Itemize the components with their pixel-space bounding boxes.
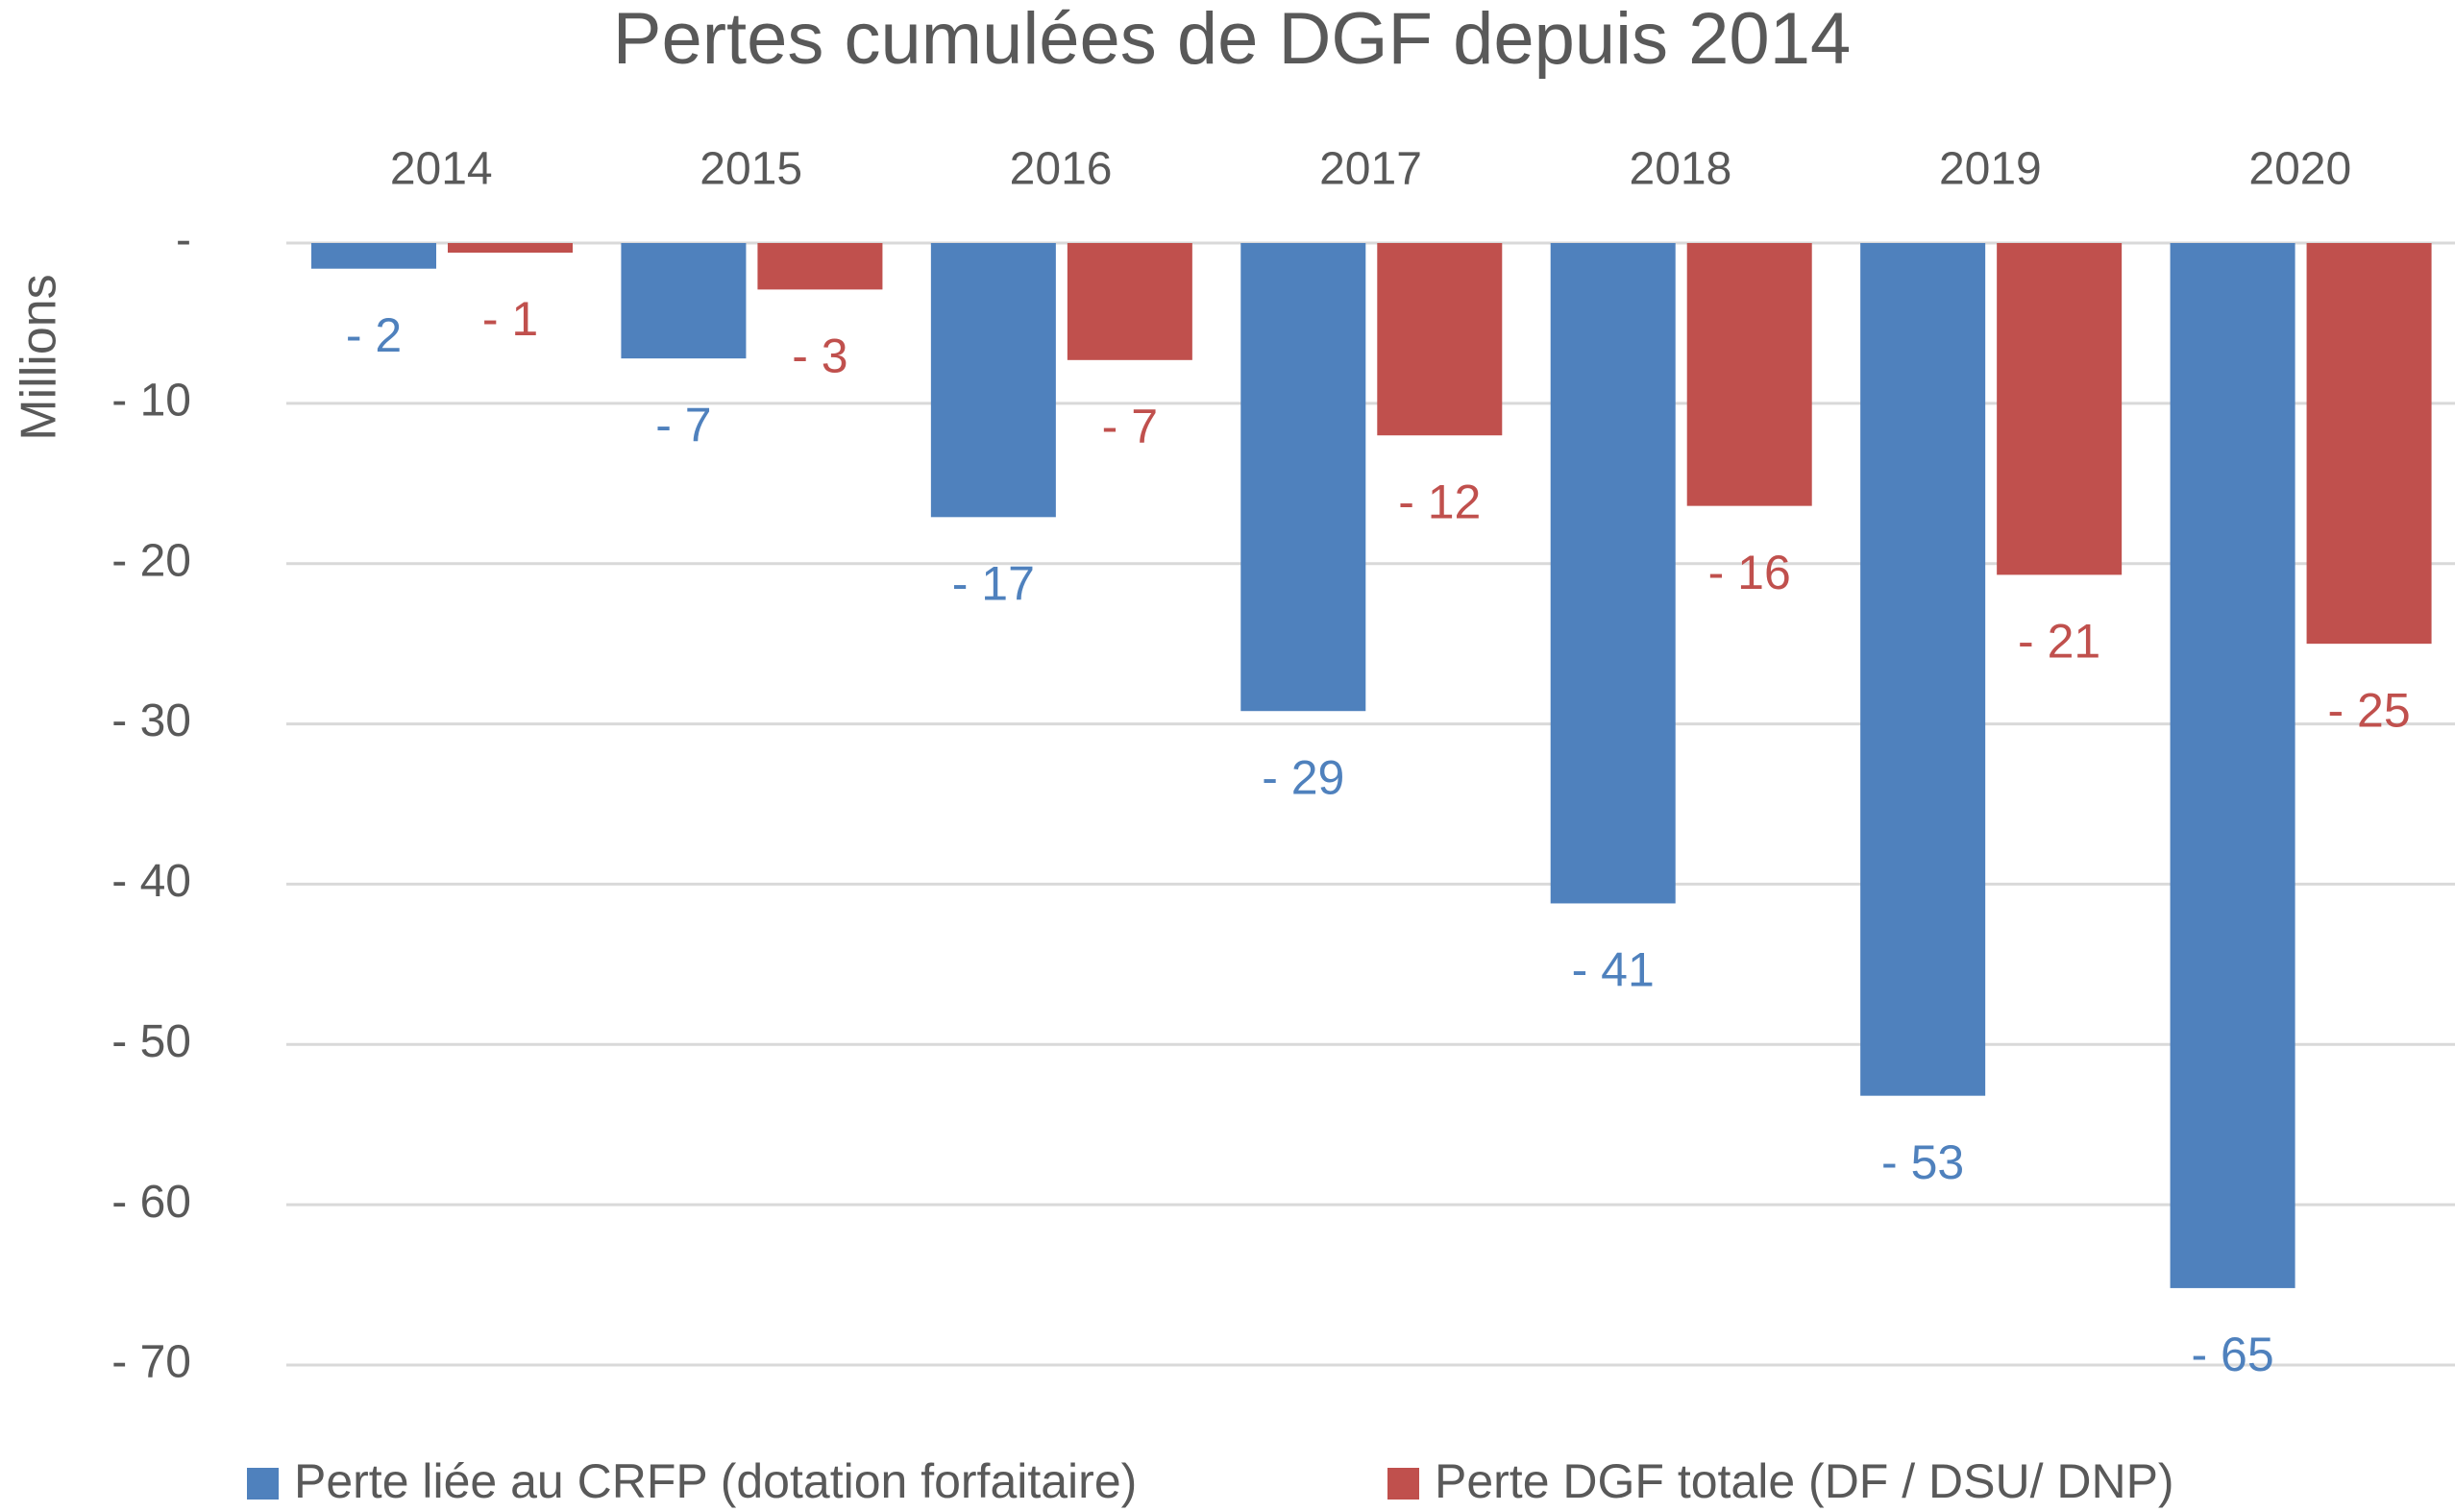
- y-tick-label: - 20: [111, 535, 191, 586]
- x-tick-label: 2016: [1010, 144, 1113, 195]
- y-tick-label: - 40: [111, 856, 191, 907]
- legend-label: Perte liée au CRFP (dotation forfaitaire…: [294, 1454, 1137, 1508]
- bar: [311, 243, 436, 269]
- y-tick-label: - 70: [111, 1337, 191, 1388]
- bar: [448, 243, 573, 254]
- data-label: - 17: [952, 557, 1035, 611]
- data-label: - 12: [1398, 475, 1481, 528]
- x-tick-label: 2020: [2248, 144, 2351, 195]
- bar: [2306, 243, 2432, 645]
- bar: [621, 243, 747, 359]
- bar: [1686, 243, 1812, 506]
- data-label: - 65: [2191, 1328, 2273, 1381]
- bar: [1377, 243, 1503, 436]
- legend-swatch: [1387, 1468, 1419, 1500]
- y-tick-label: - 30: [111, 695, 191, 746]
- chart-title: Pertes cumulées de DGF depuis 2014: [613, 0, 1851, 80]
- bar: [2170, 243, 2295, 1288]
- bar: [1240, 243, 1366, 712]
- x-tick-label: 2014: [390, 144, 493, 195]
- bar: [757, 243, 883, 290]
- y-tick-label: -: [176, 215, 191, 266]
- bar: [1997, 243, 2123, 575]
- data-label: - 29: [1262, 750, 1344, 804]
- data-label: - 7: [1102, 400, 1158, 453]
- legend-swatch: [247, 1468, 279, 1500]
- data-label: - 7: [655, 398, 711, 451]
- y-tick-label: - 50: [111, 1016, 191, 1067]
- data-label: - 41: [1572, 943, 1655, 997]
- y-tick-label: - 10: [111, 376, 191, 427]
- x-tick-label: 2019: [1939, 144, 2042, 195]
- bar: [930, 243, 1056, 518]
- bar: [1067, 243, 1192, 360]
- y-tick-label: - 60: [111, 1177, 191, 1228]
- data-label: - 21: [2018, 615, 2100, 669]
- x-tick-label: 2017: [1319, 144, 1422, 195]
- y-axis-label: Millions: [12, 274, 67, 440]
- data-label: - 53: [1881, 1135, 1964, 1189]
- data-label: - 16: [1708, 546, 1791, 599]
- x-tick-label: 2015: [700, 144, 802, 195]
- data-label: - 25: [2327, 683, 2410, 737]
- data-label: - 3: [792, 329, 847, 383]
- legend-label: Perte DGF totale (DF / DSU/ DNP): [1435, 1454, 2174, 1508]
- data-label: - 1: [482, 292, 538, 346]
- bar: [1550, 243, 1676, 904]
- x-tick-label: 2018: [1630, 144, 1732, 195]
- bar: [1860, 243, 1986, 1096]
- data-label: - 2: [346, 308, 402, 362]
